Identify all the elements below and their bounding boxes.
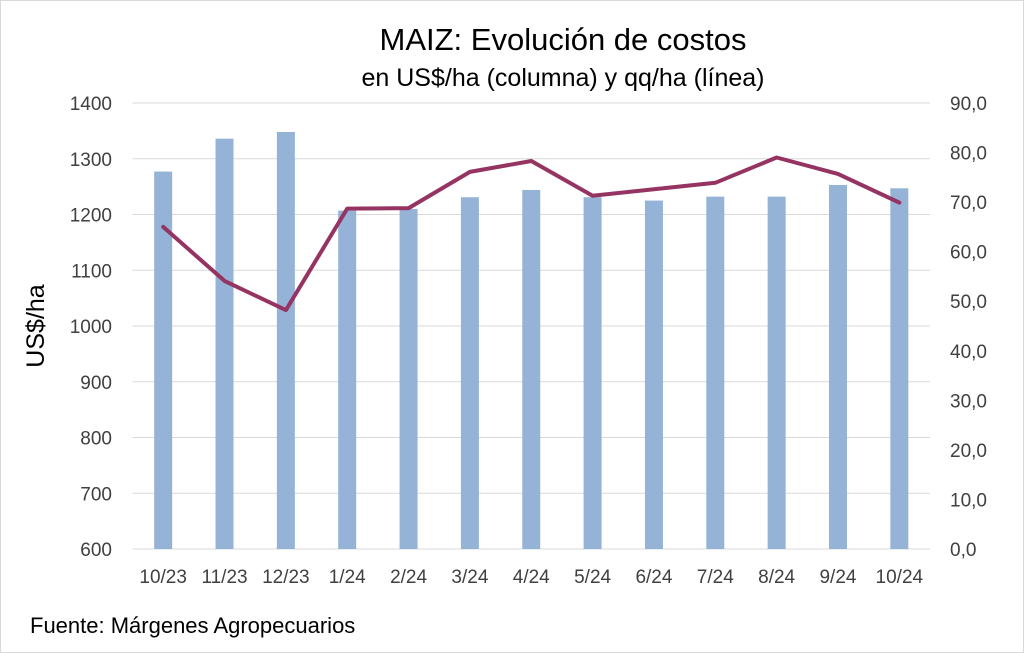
chart-subtitle: en US$/ha (columna) y qq/ha (línea) [362,64,765,92]
y2-tick-label: 50,0 [950,292,987,313]
x-tick-label: 6/24 [635,567,672,588]
right-axis-ticks: 90,0 80,0 70,0 60,0 50,0 40,0 30,0 20,0 10,0 0,0 [950,94,987,561]
line-series [161,155,902,313]
x-tick-label: 1/24 [329,567,366,588]
x-tick-label: 7/24 [697,567,734,588]
y2-tick-label: 10,0 [950,490,987,511]
bar [522,189,541,549]
bar [215,138,234,549]
y-tick-label: 1400 [70,94,112,115]
y-axis-title: US$/ha [22,284,50,367]
bar [399,208,418,550]
x-tick-label: 10/24 [876,567,924,588]
bar [583,197,602,549]
source-note: Fuente: Márgenes Agropecuarios [30,613,355,638]
x-tick-label: 5/24 [574,567,611,588]
chart-title: MAIZ: Evolución de costos [380,22,747,57]
y2-tick-label: 70,0 [950,193,987,214]
y-tick-label: 1200 [70,206,112,227]
bar [460,197,479,549]
y-tick-label: 900 [80,373,112,394]
y-tick-label: 1000 [70,317,112,338]
x-tick-label: 10/23 [139,567,187,588]
bar [767,196,786,549]
left-axis-ticks: 1400 1300 1200 1100 1000 900 800 700 600 [70,94,112,561]
y2-tick-label: 0,0 [950,540,976,561]
bar [890,188,909,550]
bar [338,210,357,549]
x-axis-ticks: 10/23 11/23 12/23 1/24 2/24 3/24 4/24 5/24 6/24 7… [139,567,923,588]
x-tick-label: 8/24 [758,567,795,588]
y-tick-label: 700 [80,484,112,505]
bar [154,171,173,549]
bar [828,184,847,549]
bar [276,131,295,550]
y-tick-label: 1100 [71,261,112,282]
bar [706,196,725,549]
y2-tick-label: 40,0 [950,342,987,363]
x-tick-label: 9/24 [819,567,856,588]
x-tick-label: 2/24 [390,567,427,588]
y-tick-label: 600 [80,540,112,561]
y2-tick-label: 20,0 [950,441,987,462]
y2-tick-label: 60,0 [950,243,987,264]
x-tick-label: 4/24 [513,567,550,588]
bar-series [154,131,909,550]
bar [644,200,663,549]
y2-tick-label: 80,0 [950,144,987,165]
y-tick-label: 1300 [70,150,112,171]
y-tick-label: 800 [80,429,112,450]
x-tick-label: 12/23 [262,567,310,588]
x-tick-label: 11/23 [201,567,247,588]
y2-tick-label: 30,0 [950,391,987,412]
y2-tick-label: 90,0 [950,94,987,115]
x-tick-label: 3/24 [451,567,488,588]
